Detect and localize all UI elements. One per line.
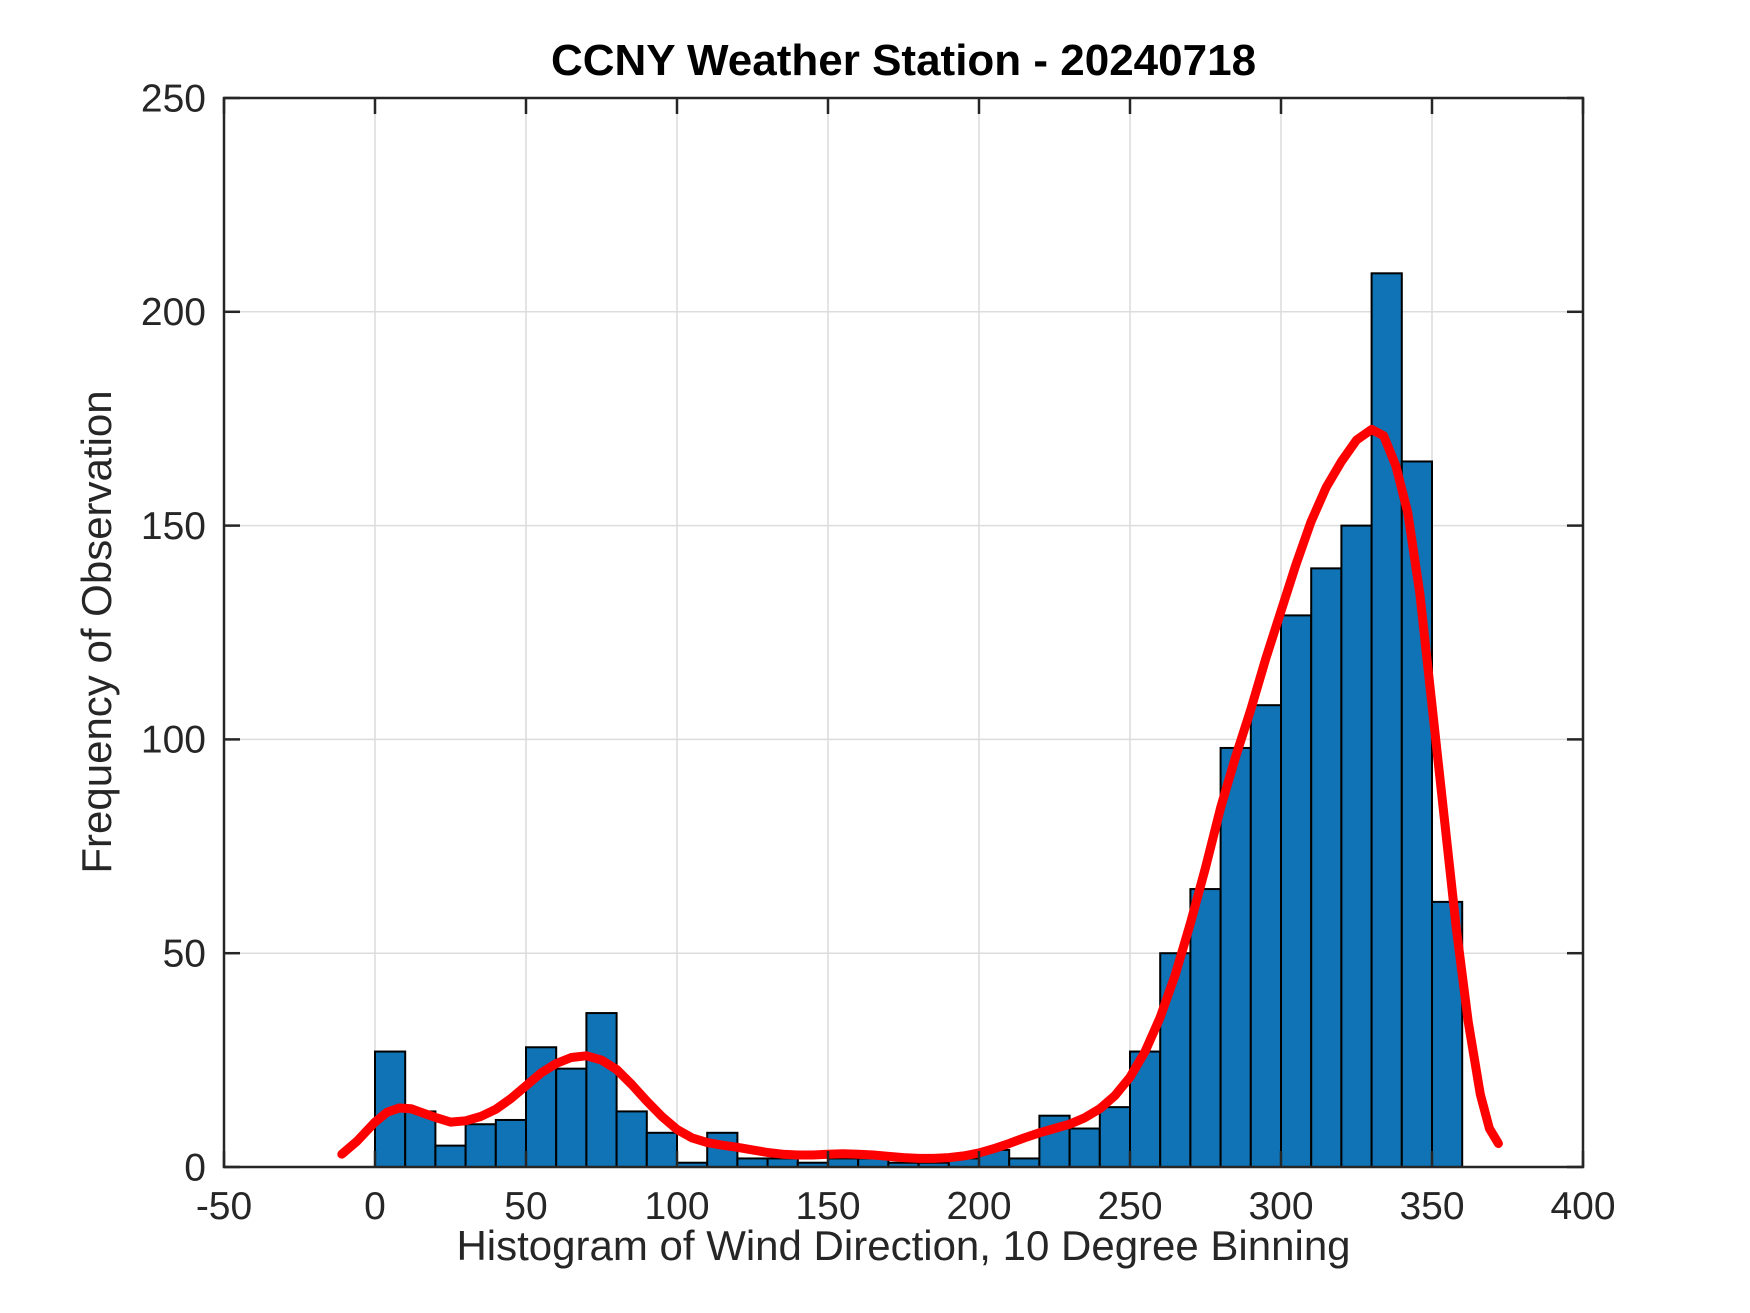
histogram-bar xyxy=(555,1067,588,1168)
histogram-bar xyxy=(1008,1157,1041,1168)
histogram-bar xyxy=(1340,524,1373,1168)
histogram-bar xyxy=(494,1118,527,1168)
y-tick-label: 0 xyxy=(184,1146,206,1189)
x-tick-label: 200 xyxy=(946,1185,1011,1228)
kde-curve xyxy=(337,424,1503,1163)
chart-title: CCNY Weather Station - 20240718 xyxy=(550,36,1257,85)
histogram-bar xyxy=(1159,952,1192,1169)
x-tick-label: -50 xyxy=(196,1185,252,1228)
y-tick-label: 50 xyxy=(163,932,206,975)
y-tick-label: 150 xyxy=(141,505,206,548)
x-tick-label: 50 xyxy=(504,1185,547,1228)
histogram-bar xyxy=(464,1123,497,1168)
histogram-bar xyxy=(1249,704,1283,1169)
histogram-bar xyxy=(827,1157,860,1168)
x-tick-label: 400 xyxy=(1550,1185,1615,1228)
histogram-bar xyxy=(645,1131,678,1168)
x-axis-label: Histogram of Wind Direction, 10 Degree B… xyxy=(456,1222,1351,1269)
tick-marks xyxy=(222,96,1585,1169)
histogram-bar xyxy=(1310,567,1343,1168)
x-tick-label: 300 xyxy=(1248,1185,1313,1228)
x-tick-label: 0 xyxy=(364,1185,386,1228)
histogram-bar xyxy=(1068,1127,1101,1168)
histogram-bar xyxy=(434,1144,467,1168)
y-tick-label: 250 xyxy=(141,77,206,120)
y-axis-label: Frequency of Observation xyxy=(73,390,120,874)
x-tick-label: 350 xyxy=(1399,1185,1464,1228)
axis-box xyxy=(222,96,1585,1169)
histogram-bar xyxy=(736,1157,769,1168)
histogram-bar xyxy=(1098,1106,1132,1168)
histogram-bar xyxy=(1370,272,1403,1169)
histogram-bar xyxy=(1189,888,1222,1168)
x-tick-label: 100 xyxy=(644,1185,709,1228)
x-tick-label: 150 xyxy=(795,1185,860,1228)
x-tick-label: 250 xyxy=(1097,1185,1162,1228)
y-tick-label: 200 xyxy=(141,291,206,334)
histogram-bar xyxy=(766,1157,799,1168)
histogram-bar xyxy=(1280,614,1313,1168)
histogram-bar xyxy=(585,1012,618,1169)
y-tick-label: 100 xyxy=(141,719,206,762)
histogram-bar xyxy=(615,1110,648,1168)
histogram-bar xyxy=(1219,746,1252,1169)
histogram-bars xyxy=(374,272,1464,1169)
tick-labels: -50 0 50 100 150 200 250 300 350 4000501001502002… xyxy=(141,77,1616,1228)
